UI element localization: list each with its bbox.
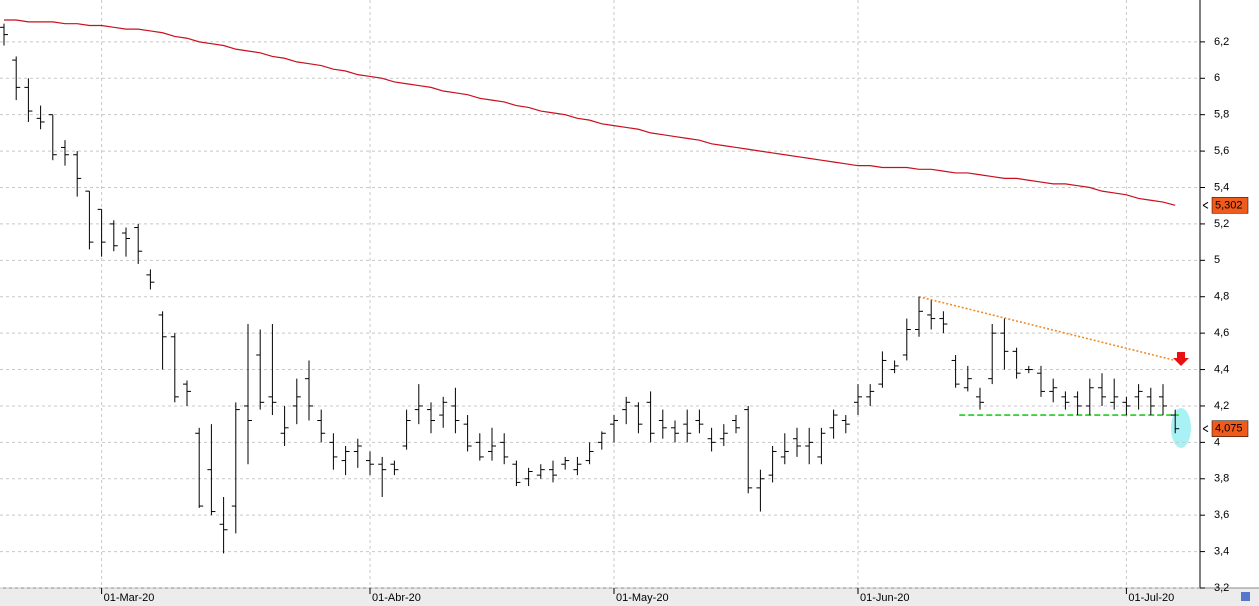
y-tick-label: 4,8	[1214, 291, 1229, 303]
last-value-label: 4,075	[1215, 423, 1243, 435]
y-tick-label: 4,2	[1214, 400, 1229, 412]
trend-line	[918, 295, 1176, 362]
y-tick-label: 6	[1214, 72, 1220, 84]
x-tick-label: 01-Jun-20	[860, 592, 910, 604]
last-value-box	[1211, 197, 1249, 214]
y-tick-label: 5,4	[1214, 181, 1229, 193]
last-value-label: 5,302	[1215, 199, 1243, 211]
y-tick-label: 5,8	[1214, 109, 1229, 121]
y-tick-label: 4,4	[1214, 363, 1229, 375]
y-tick-label: 5	[1214, 254, 1220, 266]
moving-average	[4, 19, 1176, 206]
y-tick-label: 4,6	[1214, 327, 1229, 339]
y-tick-label: 3,4	[1214, 545, 1229, 557]
last-value-box	[1211, 420, 1249, 437]
down-arrow	[1173, 352, 1189, 366]
y-tick-label: 4	[1214, 436, 1220, 448]
y-tick-label: 3,8	[1214, 473, 1229, 485]
highlight	[1171, 408, 1191, 448]
y-tick-label: 5,6	[1214, 145, 1229, 157]
x-axis-band	[0, 588, 1259, 606]
y-tick-label: 6,2	[1214, 36, 1229, 48]
x-tick-label: 01-Abr-20	[372, 592, 421, 604]
y-tick-label: 5,2	[1214, 218, 1229, 230]
y-tick-label: 3,2	[1214, 582, 1229, 594]
last-value-pointer	[1202, 201, 1209, 209]
y-tick-label: 3,6	[1214, 509, 1229, 521]
corner-icon	[1241, 592, 1250, 601]
x-tick-label: 01-May-20	[616, 592, 669, 604]
last-value-pointer	[1202, 425, 1209, 433]
x-tick-label: 01-Jul-20	[1128, 592, 1174, 604]
x-tick-label: 01-Mar-20	[104, 592, 155, 604]
